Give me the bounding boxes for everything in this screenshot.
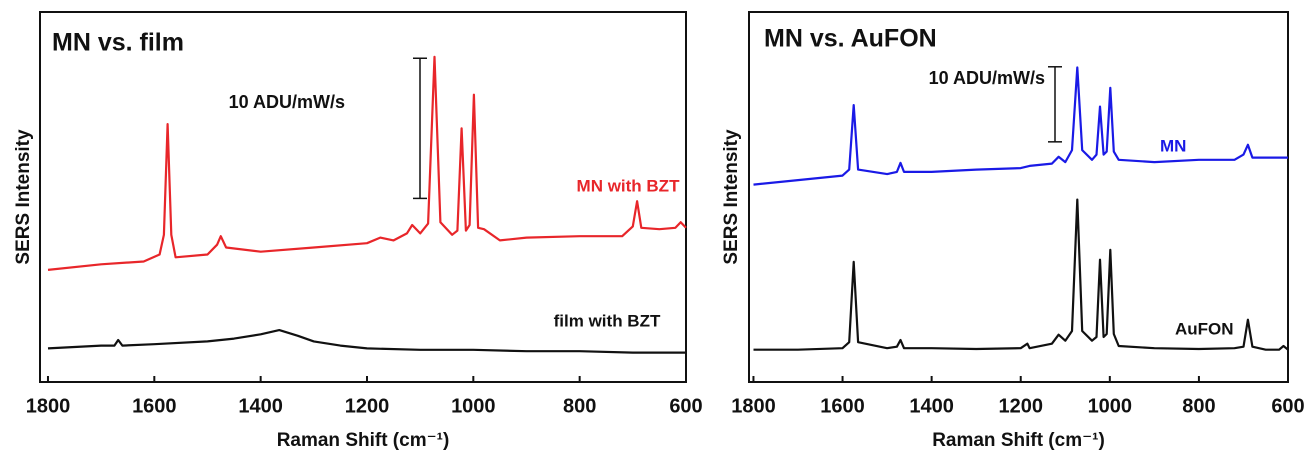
x-tick-label: 1200: [345, 395, 390, 417]
y-axis-label: SERS Intensity: [13, 129, 34, 265]
series-label: film with BZT: [554, 311, 661, 330]
plot-frame: [748, 11, 1289, 383]
series-label: AuFON: [1175, 319, 1234, 338]
x-tick-label: 800: [1182, 395, 1215, 417]
scale-bar-label: 10 ADU/mW/s: [229, 92, 345, 112]
x-tick-label: 800: [563, 395, 596, 417]
x-tick-label: 1000: [1088, 395, 1133, 417]
x-tick-label: 1200: [998, 395, 1043, 417]
scale-bar-label: 10 ADU/mW/s: [929, 68, 1045, 88]
spectrum-line: [753, 66, 1288, 186]
x-tick-label: 1800: [731, 395, 776, 417]
x-tick-label: 600: [1271, 395, 1304, 417]
x-tick-label: 1600: [820, 395, 865, 417]
x-tick-label: 1800: [26, 395, 71, 417]
scale-bar: [1048, 66, 1062, 143]
series-label: MN with BZT: [577, 176, 681, 195]
series-label: MN: [1160, 136, 1186, 155]
spectrum-line: [753, 198, 1289, 351]
plot-frame: [39, 11, 687, 383]
x-tick-label: 1400: [238, 395, 283, 417]
x-tick-label: 1400: [909, 395, 954, 417]
x-axis-label: Raman Shift (cm⁻¹): [277, 430, 450, 451]
y-axis-label: SERS Intensity: [721, 129, 742, 265]
chart-title: MN vs. film: [52, 29, 184, 57]
x-tick-label: 600: [669, 395, 702, 417]
panel: MN vs. AuFON Raman Shift (cm⁻¹) SERS Inten…: [721, 11, 1305, 451]
x-axis-label: Raman Shift (cm⁻¹): [932, 430, 1105, 451]
chart-title: MN vs. AuFON: [764, 25, 937, 53]
spectrum-line: [47, 55, 687, 271]
spectrum-line: [47, 329, 686, 354]
x-tick-label: 1600: [132, 395, 177, 417]
panel: MN vs. film Raman Shift (cm⁻¹) SERS Intens…: [13, 11, 703, 451]
scale-bar: [413, 57, 427, 200]
x-tick-label: 1000: [451, 395, 496, 417]
